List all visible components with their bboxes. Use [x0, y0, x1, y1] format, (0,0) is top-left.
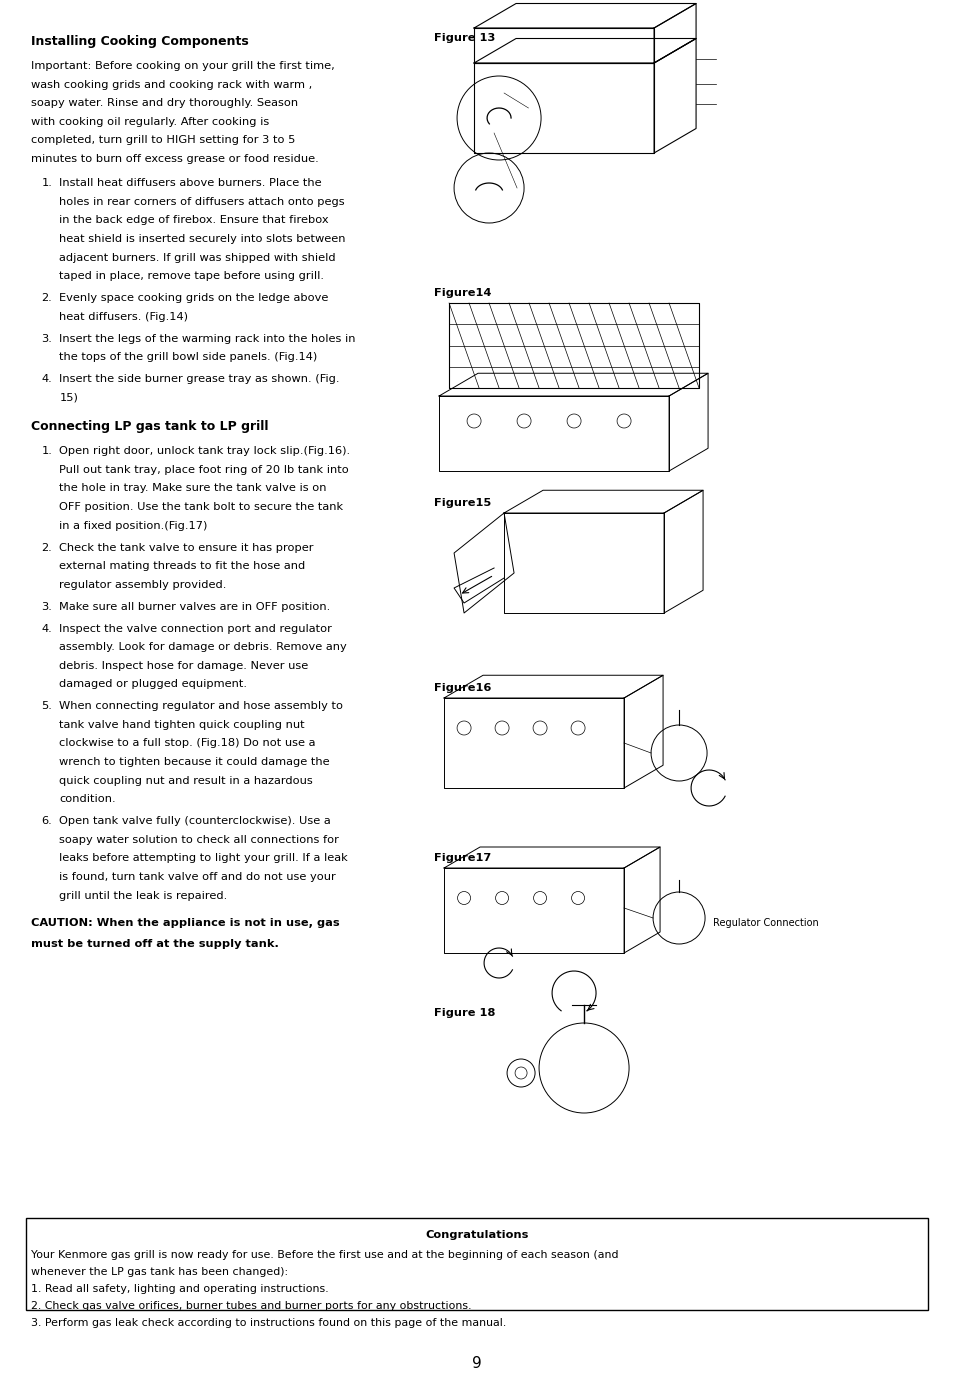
- Text: clockwise to a full stop. (Fig.18) Do not use a: clockwise to a full stop. (Fig.18) Do no…: [59, 739, 315, 748]
- Text: external mating threads to fit the hose and: external mating threads to fit the hose …: [59, 561, 305, 570]
- Text: Connecting LP gas tank to LP grill: Connecting LP gas tank to LP grill: [31, 420, 269, 433]
- Text: Regulator Connection: Regulator Connection: [712, 918, 818, 927]
- Text: heat shield is inserted securely into slots between: heat shield is inserted securely into sl…: [59, 234, 346, 244]
- Text: 1.: 1.: [41, 446, 52, 456]
- Text: Inspect the valve connection port and regulator: Inspect the valve connection port and re…: [59, 623, 332, 634]
- Text: in the back edge of firebox. Ensure that firebox: in the back edge of firebox. Ensure that…: [59, 215, 329, 226]
- Text: Figure17: Figure17: [434, 853, 491, 863]
- Text: Open right door, unlock tank tray lock slip.(Fig.16).: Open right door, unlock tank tray lock s…: [59, 446, 351, 456]
- Text: leaks before attempting to light your grill. If a leak: leaks before attempting to light your gr…: [59, 853, 348, 864]
- Text: whenever the LP gas tank has been changed):: whenever the LP gas tank has been change…: [31, 1268, 289, 1277]
- Text: 5.: 5.: [41, 701, 52, 711]
- Text: holes in rear corners of diffusers attach onto pegs: holes in rear corners of diffusers attac…: [59, 197, 345, 207]
- Text: is found, turn tank valve off and do not use your: is found, turn tank valve off and do not…: [59, 872, 335, 882]
- Text: assembly. Look for damage or debris. Remove any: assembly. Look for damage or debris. Rem…: [59, 642, 347, 652]
- Text: debris. Inspect hose for damage. Never use: debris. Inspect hose for damage. Never u…: [59, 660, 309, 671]
- Text: wrench to tighten because it could damage the: wrench to tighten because it could damag…: [59, 757, 330, 768]
- Text: the hole in tray. Make sure the tank valve is on: the hole in tray. Make sure the tank val…: [59, 484, 327, 493]
- Text: 3.: 3.: [41, 602, 52, 612]
- Text: 1. Read all safety, lighting and operating instructions.: 1. Read all safety, lighting and operati…: [31, 1284, 329, 1294]
- Text: Installing Cooking Components: Installing Cooking Components: [31, 34, 249, 48]
- Text: Insert the legs of the warming rack into the holes in: Insert the legs of the warming rack into…: [59, 333, 355, 343]
- Text: 2.: 2.: [41, 294, 52, 303]
- Text: OFF position. Use the tank bolt to secure the tank: OFF position. Use the tank bolt to secur…: [59, 502, 343, 513]
- Text: soapy water solution to check all connections for: soapy water solution to check all connec…: [59, 835, 339, 845]
- Text: 1.: 1.: [41, 178, 52, 189]
- Text: Figure15: Figure15: [434, 497, 491, 508]
- Text: 2. Check gas valve orifices, burner tubes and burner ports for any obstructions.: 2. Check gas valve orifices, burner tube…: [31, 1301, 472, 1312]
- Text: with cooking oil regularly. After cooking is: with cooking oil regularly. After cookin…: [31, 117, 270, 127]
- Text: completed, turn grill to HIGH setting for 3 to 5: completed, turn grill to HIGH setting fo…: [31, 135, 295, 146]
- Text: CAUTION: When the appliance is not in use, gas: CAUTION: When the appliance is not in us…: [31, 918, 340, 927]
- Text: When connecting regulator and hose assembly to: When connecting regulator and hose assem…: [59, 701, 343, 711]
- Text: quick coupling nut and result in a hazardous: quick coupling nut and result in a hazar…: [59, 776, 313, 785]
- Text: Congratulations: Congratulations: [425, 1231, 528, 1240]
- Text: Evenly space cooking grids on the ledge above: Evenly space cooking grids on the ledge …: [59, 294, 329, 303]
- Text: Insert the side burner grease tray as shown. (Fig.: Insert the side burner grease tray as sh…: [59, 373, 339, 384]
- Text: Figure16: Figure16: [434, 683, 491, 693]
- Text: Open tank valve fully (counterclockwise). Use a: Open tank valve fully (counterclockwise)…: [59, 816, 331, 827]
- Text: 6.: 6.: [41, 816, 52, 827]
- Text: Pull out tank tray, place foot ring of 20 lb tank into: Pull out tank tray, place foot ring of 2…: [59, 464, 349, 475]
- Text: Important: Before cooking on your grill the first time,: Important: Before cooking on your grill …: [31, 61, 335, 72]
- Text: in a fixed position.(Fig.17): in a fixed position.(Fig.17): [59, 521, 208, 531]
- Text: condition.: condition.: [59, 794, 116, 805]
- Text: minutes to burn off excess grease or food residue.: minutes to burn off excess grease or foo…: [31, 154, 319, 164]
- Text: grill until the leak is repaired.: grill until the leak is repaired.: [59, 890, 228, 901]
- Text: Check the tank valve to ensure it has proper: Check the tank valve to ensure it has pr…: [59, 543, 314, 553]
- Text: 3. Perform gas leak check according to instructions found on this page of the ma: 3. Perform gas leak check according to i…: [31, 1319, 506, 1328]
- Text: 4.: 4.: [41, 623, 52, 634]
- Text: Make sure all burner valves are in OFF position.: Make sure all burner valves are in OFF p…: [59, 602, 331, 612]
- Text: Install heat diffusers above burners. Place the: Install heat diffusers above burners. Pl…: [59, 178, 322, 189]
- Text: Figure 13: Figure 13: [434, 33, 495, 43]
- Text: Figure 18: Figure 18: [434, 1007, 495, 1018]
- Text: adjacent burners. If grill was shipped with shield: adjacent burners. If grill was shipped w…: [59, 252, 335, 263]
- Text: Figure14: Figure14: [434, 288, 491, 298]
- Text: tank valve hand tighten quick coupling nut: tank valve hand tighten quick coupling n…: [59, 719, 305, 730]
- Text: wash cooking grids and cooking rack with warm ,: wash cooking grids and cooking rack with…: [31, 80, 313, 90]
- Text: must be turned off at the supply tank.: must be turned off at the supply tank.: [31, 940, 279, 949]
- Text: Your Kenmore gas grill is now ready for use. Before the first use and at the beg: Your Kenmore gas grill is now ready for …: [31, 1250, 618, 1259]
- Text: 15): 15): [59, 393, 78, 402]
- Text: the tops of the grill bowl side panels. (Fig.14): the tops of the grill bowl side panels. …: [59, 353, 317, 362]
- Text: damaged or plugged equipment.: damaged or plugged equipment.: [59, 679, 247, 689]
- Text: heat diffusers. (Fig.14): heat diffusers. (Fig.14): [59, 311, 189, 321]
- Bar: [449, 303, 699, 389]
- Text: regulator assembly provided.: regulator assembly provided.: [59, 580, 227, 590]
- Text: 3.: 3.: [41, 333, 52, 343]
- Text: 9: 9: [472, 1356, 481, 1371]
- Text: soapy water. Rinse and dry thoroughly. Season: soapy water. Rinse and dry thoroughly. S…: [31, 98, 298, 109]
- Text: taped in place, remove tape before using grill.: taped in place, remove tape before using…: [59, 271, 324, 281]
- Text: 2.: 2.: [41, 543, 52, 553]
- Text: 4.: 4.: [41, 373, 52, 384]
